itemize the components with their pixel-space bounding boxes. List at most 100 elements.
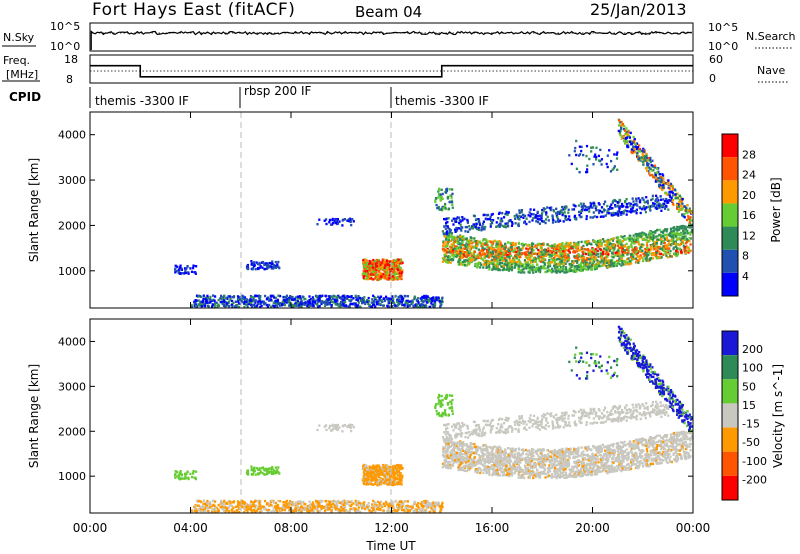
power-cell	[662, 245, 665, 248]
power-cell	[603, 240, 606, 243]
power-cell	[662, 249, 665, 252]
power-cell	[503, 250, 506, 253]
velocity-cell	[533, 471, 536, 474]
power-cell	[689, 233, 692, 236]
power-cell	[619, 133, 622, 137]
power-cell	[439, 193, 442, 196]
power-cell	[509, 219, 512, 222]
power-cell	[454, 218, 457, 222]
power-cell	[459, 223, 462, 226]
power-cell	[529, 208, 532, 211]
power-cell	[249, 298, 252, 301]
power-cell	[269, 298, 272, 301]
power-cell	[581, 206, 584, 210]
power-cell	[336, 218, 339, 221]
power-cell	[678, 225, 681, 229]
power-cell	[667, 208, 670, 211]
power-cell	[297, 297, 300, 300]
power-cell	[402, 303, 405, 307]
velocity-cell	[630, 461, 633, 464]
power-cell	[399, 269, 402, 272]
power-cell	[270, 294, 274, 298]
power-cell	[641, 249, 644, 252]
power-cell	[652, 244, 655, 248]
power-cell	[686, 218, 689, 222]
power-cell	[644, 257, 647, 260]
power-cell	[542, 220, 546, 223]
power-cell	[537, 269, 540, 272]
velocity-data-points	[174, 325, 694, 514]
power-cell	[563, 245, 567, 248]
power-cell	[662, 180, 665, 183]
power-cell	[576, 245, 579, 249]
velocity-cell	[594, 461, 597, 465]
power-cell	[595, 240, 598, 244]
power-cell	[449, 258, 452, 261]
power-cell	[187, 271, 190, 274]
power-cell	[671, 237, 674, 240]
power-cell	[238, 298, 241, 301]
power-cell	[678, 194, 681, 198]
power-cell	[496, 263, 499, 266]
power-cell	[523, 214, 526, 217]
power-cell	[419, 304, 422, 307]
power-cell	[538, 267, 541, 270]
power-cell	[365, 267, 369, 270]
power-cell	[395, 271, 398, 274]
power-cell	[674, 197, 677, 200]
power-cell	[621, 236, 624, 239]
power-cell	[513, 256, 516, 259]
power-cell	[678, 237, 681, 240]
power-cell	[466, 259, 469, 262]
power-cell	[244, 303, 247, 306]
power-cell	[680, 199, 684, 202]
power-cell	[665, 197, 668, 201]
power-cell	[572, 250, 575, 254]
power-cell	[220, 294, 223, 298]
power-cell	[180, 268, 183, 271]
power-cell	[452, 217, 455, 220]
colorbar-tick-label: 28	[742, 148, 756, 161]
power-cell	[620, 135, 623, 139]
power-cell	[277, 301, 280, 305]
power-cell	[461, 263, 464, 266]
power-cell	[548, 263, 551, 266]
power-cell	[309, 301, 312, 304]
power-cell	[646, 236, 649, 239]
power-cell	[599, 209, 602, 213]
power-cell	[607, 208, 610, 211]
power-cell	[568, 246, 571, 249]
power-cell	[495, 257, 498, 260]
power-cell	[533, 208, 536, 211]
power-cell	[267, 266, 270, 269]
power-cell	[377, 300, 380, 303]
power-cell	[684, 225, 687, 228]
power-cell	[571, 263, 574, 267]
power-cell	[287, 300, 290, 304]
power-cell	[612, 264, 615, 268]
power-cell	[445, 188, 448, 191]
power-cell	[652, 234, 655, 237]
power-cell	[422, 296, 425, 299]
power-cell	[495, 242, 498, 246]
power-cell	[599, 261, 602, 264]
power-cell	[606, 242, 609, 245]
power-cell	[671, 232, 674, 235]
power-cell	[645, 255, 649, 259]
power-cell	[371, 268, 374, 271]
power-cell	[593, 215, 596, 218]
power-cell	[684, 235, 687, 238]
power-cell	[459, 220, 462, 223]
power-cell	[217, 303, 220, 306]
power-cell	[563, 246, 566, 250]
power-cell	[272, 267, 275, 270]
power-cell	[624, 260, 627, 263]
power-cell	[655, 254, 658, 258]
power-cell	[197, 299, 200, 302]
power-cell	[662, 177, 665, 180]
power-cell	[486, 252, 489, 255]
power-cell	[550, 246, 554, 250]
power-cell	[490, 253, 493, 256]
power-cell	[540, 265, 543, 268]
power-cell	[599, 148, 602, 152]
